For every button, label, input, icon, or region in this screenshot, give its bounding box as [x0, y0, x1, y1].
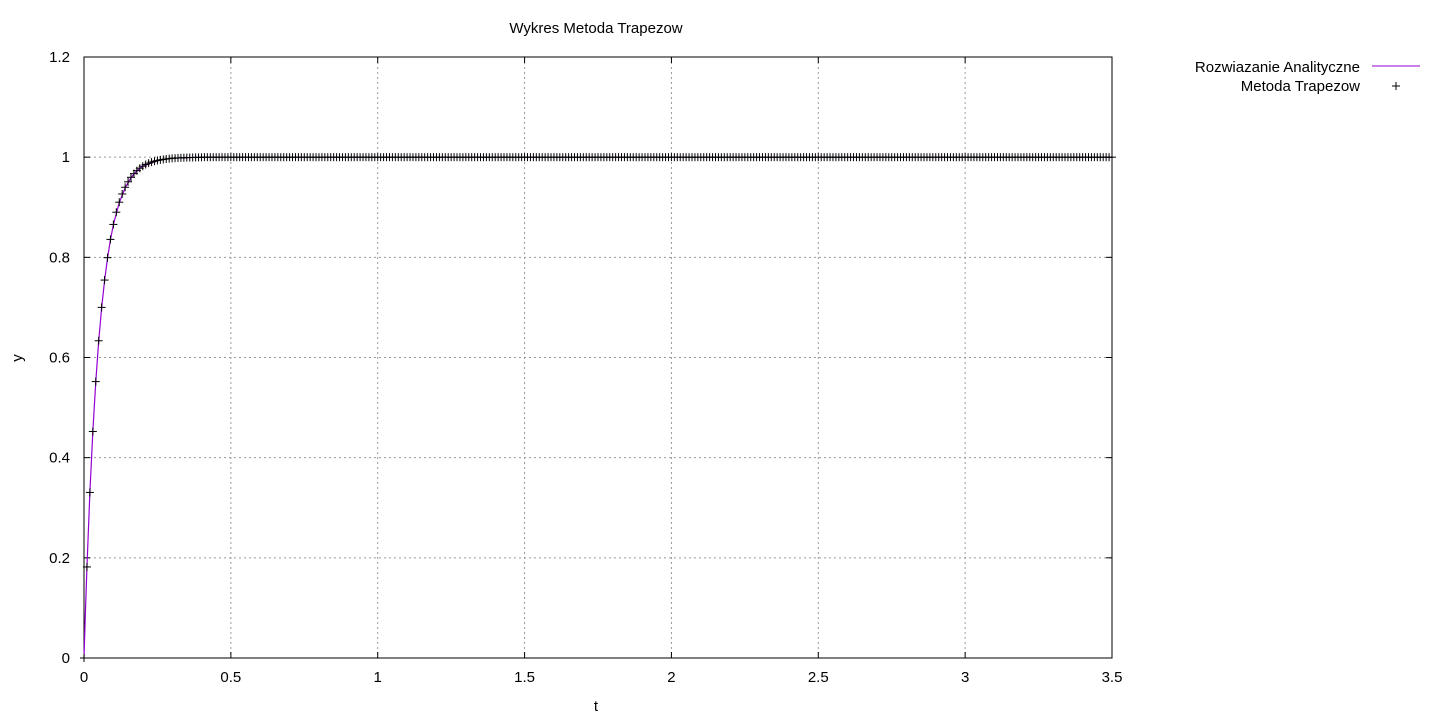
series-points-trapezoid — [80, 153, 1116, 662]
data-point — [97, 303, 106, 312]
data-point — [100, 276, 109, 285]
data-point — [121, 183, 130, 192]
legend-marker-trapezoid — [1392, 82, 1400, 90]
grid-lines — [84, 57, 1112, 658]
x-tick-label: 1.5 — [514, 669, 535, 686]
x-tick-label: 1 — [374, 669, 382, 686]
data-point — [94, 336, 103, 345]
legend-label-trapezoid: Metoda Trapezow — [1241, 78, 1360, 95]
legend: Rozwiazanie Analityczne Metoda Trapezow — [1195, 59, 1420, 95]
y-tick-label: 0.8 — [49, 249, 70, 266]
plot-frame — [83, 56, 1113, 659]
data-point — [109, 220, 118, 229]
data-point — [82, 562, 91, 571]
y-axis-label: y — [9, 354, 26, 362]
x-tick-label: 2.5 — [808, 669, 829, 686]
y-tick-label: 0.2 — [49, 550, 70, 567]
x-tick-label: 3.5 — [1102, 669, 1123, 686]
y-tick-label: 1.2 — [49, 49, 70, 66]
data-point — [118, 189, 127, 198]
data-point — [80, 654, 88, 662]
series-line-analytic — [83, 156, 1112, 659]
legend-label-analytic: Rozwiazanie Analityczne — [1195, 59, 1360, 76]
data-point — [112, 208, 121, 217]
y-tick-label: 0.4 — [49, 450, 70, 467]
data-point — [91, 377, 100, 386]
data-point — [115, 198, 124, 207]
data-point — [106, 235, 115, 244]
chart-title: Wykres Metoda Trapezow — [509, 20, 682, 37]
y-tick-label: 1 — [62, 149, 70, 166]
y-tick-labels: 0 0.2 0.4 0.6 0.8 1 1.2 — [49, 49, 70, 667]
data-point — [1108, 153, 1116, 162]
x-axis-label: t — [594, 698, 599, 715]
data-point — [124, 177, 133, 186]
x-tick-label: 0 — [80, 669, 88, 686]
x-tick-label: 3 — [961, 669, 969, 686]
tick-marks — [83, 56, 1113, 659]
data-point — [103, 253, 112, 262]
y-tick-label: 0 — [62, 650, 70, 667]
series-layer — [80, 153, 1116, 662]
data-point — [85, 488, 94, 497]
y-tick-label: 0.6 — [49, 350, 70, 367]
x-tick-labels: 0 0.5 1 1.5 2 2.5 3 3.5 — [80, 669, 1123, 686]
x-tick-label: 2 — [667, 669, 675, 686]
data-point — [88, 427, 97, 436]
x-tick-label: 0.5 — [220, 669, 241, 686]
